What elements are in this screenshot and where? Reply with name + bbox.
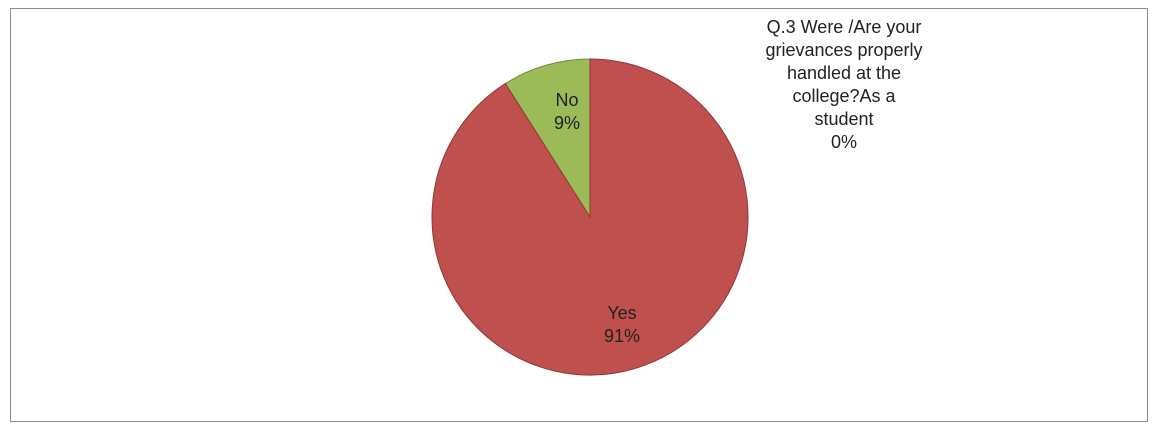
data-label-no: No 9% <box>554 90 580 133</box>
data-label-question: Q.3 Were /Are your grievances properly han… <box>765 17 922 152</box>
pie-slices <box>431 58 749 376</box>
pie-slice-yes <box>431 58 749 376</box>
pie-data-labels: Q.3 Were /Are your grievances properly han… <box>554 17 923 346</box>
pie-slice-no <box>504 58 591 219</box>
data-label-yes: Yes 91% <box>604 303 640 346</box>
